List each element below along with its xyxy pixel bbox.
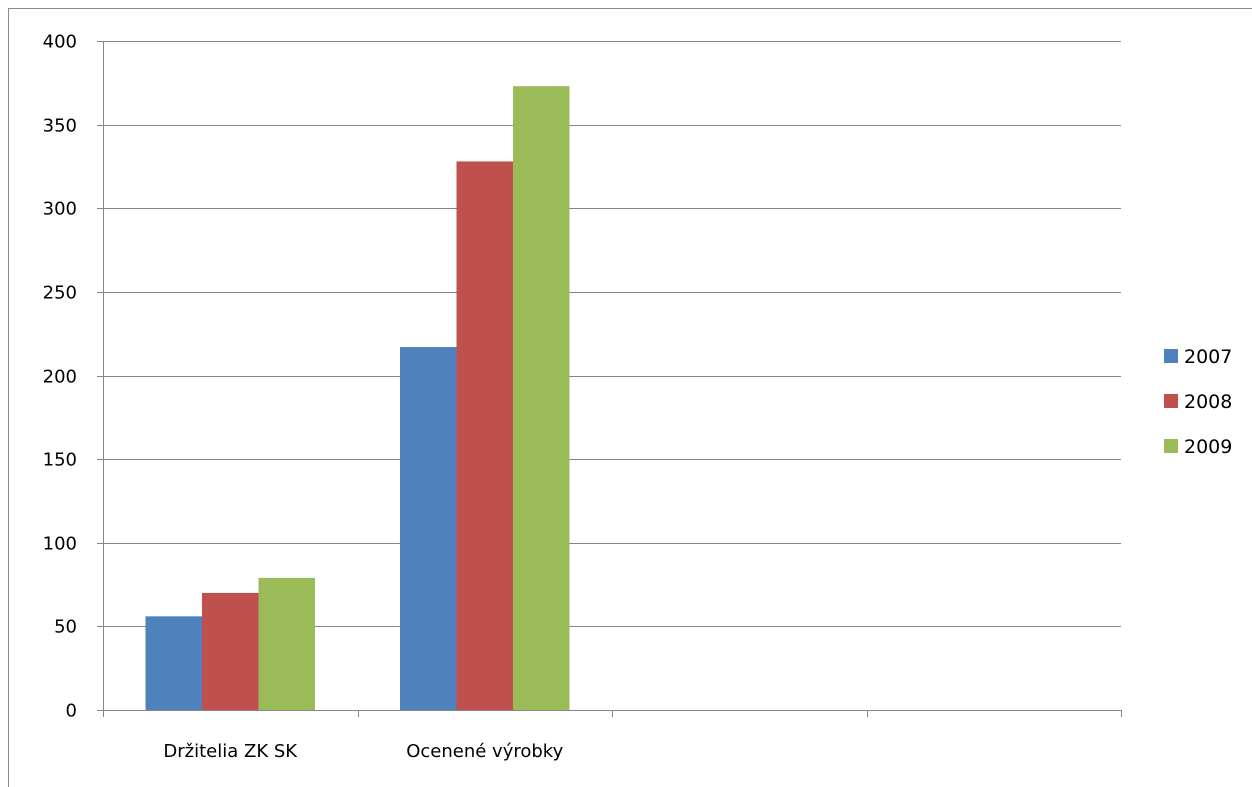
category-label: Ocenené výrobky xyxy=(406,741,563,762)
y-tick-label: 350 xyxy=(43,116,77,137)
y-tick-labels: 0 50 100 150 200 250 300 350 400 xyxy=(43,32,77,722)
gridlines xyxy=(103,41,1121,627)
category-labels: Držitelia ZK SK Ocenené výrobky xyxy=(163,741,563,762)
y-tick-label: 250 xyxy=(43,283,77,304)
category-label: Držitelia ZK SK xyxy=(163,741,298,762)
bar xyxy=(456,161,513,711)
y-tick-label: 150 xyxy=(43,450,77,471)
bar xyxy=(513,86,570,711)
y-tick-label: 400 xyxy=(43,32,77,53)
legend-swatch xyxy=(1164,394,1178,408)
legend-swatch xyxy=(1164,349,1178,363)
axes xyxy=(97,41,1122,717)
legend-label: 2007 xyxy=(1184,346,1232,368)
bar xyxy=(400,347,457,710)
y-tick-label: 300 xyxy=(43,199,77,220)
legend-label: 2008 xyxy=(1184,391,1232,413)
bar xyxy=(202,592,259,710)
legend: 2007 2008 2009 xyxy=(1164,346,1232,458)
legend-swatch xyxy=(1164,439,1178,453)
legend-label: 2009 xyxy=(1184,436,1232,458)
y-tick-label: 100 xyxy=(43,534,77,555)
y-tick-label: 50 xyxy=(54,617,77,638)
bar xyxy=(258,577,315,710)
bars xyxy=(145,86,570,711)
y-tick-label: 200 xyxy=(43,367,77,388)
y-tick-label: 0 xyxy=(66,701,77,722)
bar xyxy=(145,616,202,710)
